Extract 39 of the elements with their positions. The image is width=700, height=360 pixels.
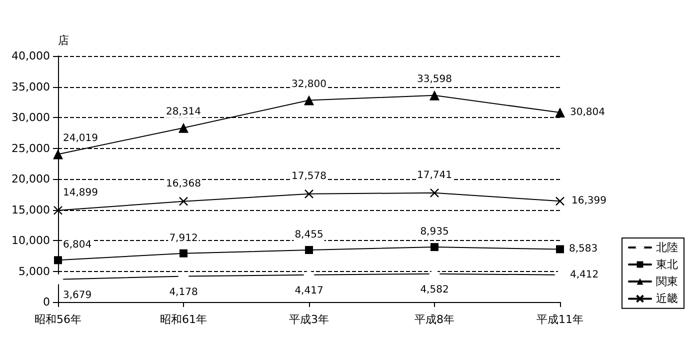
data-label: 8,935 (420, 226, 449, 238)
data-label: 16,399 (571, 196, 606, 207)
data-label: 8,583 (568, 244, 598, 255)
data-label: 4,412 (570, 269, 599, 280)
y-axis-title: 店 (58, 34, 69, 47)
y-tick-label: 40,000 (12, 50, 50, 62)
y-tick-label: 0 (43, 296, 50, 308)
y-tick-label: 35,000 (12, 80, 50, 94)
data-label: 24,019 (62, 132, 98, 144)
data-label: 16,368 (166, 178, 201, 190)
x-tick-label: 平成3年 (289, 313, 329, 326)
data-label: 14,899 (62, 187, 98, 198)
y-tick-label: 30,000 (12, 111, 50, 124)
x-tick-label: 平成8年 (414, 313, 454, 326)
legend-label: 近畿 (656, 292, 678, 306)
data-label: 6,804 (62, 240, 92, 251)
legend-label: 東北 (656, 258, 678, 271)
y-tick-label: 20,000 (12, 172, 50, 186)
x-tick-label: 昭和61年 (160, 313, 207, 326)
data-label: 8,455 (294, 230, 324, 240)
data-label: 17,741 (417, 170, 452, 181)
y-tick-label: 25,000 (12, 142, 50, 155)
x-tick-label: 平成11年 (536, 313, 584, 326)
y-tick-label: 10,000 (12, 234, 50, 247)
data-label: 4,582 (420, 284, 449, 296)
data-label: 30,804 (570, 107, 605, 118)
data-label: 32,800 (292, 78, 326, 90)
data-label: 4,417 (294, 285, 324, 296)
y-tick-label: 5,000 (18, 264, 50, 278)
data-label: 7,912 (169, 232, 198, 244)
data-label: 3,679 (62, 290, 92, 301)
data-label: 28,314 (166, 106, 201, 118)
legend-label: 関東 (656, 275, 678, 288)
y-tick-label: 15,000 (12, 203, 50, 216)
data-label: 17,578 (292, 170, 326, 182)
legend-label: 北陸 (656, 241, 678, 254)
data-label: 4,178 (169, 286, 198, 298)
x-tick-label: 昭和56年 (34, 313, 82, 326)
data-label: 33,598 (417, 74, 452, 85)
